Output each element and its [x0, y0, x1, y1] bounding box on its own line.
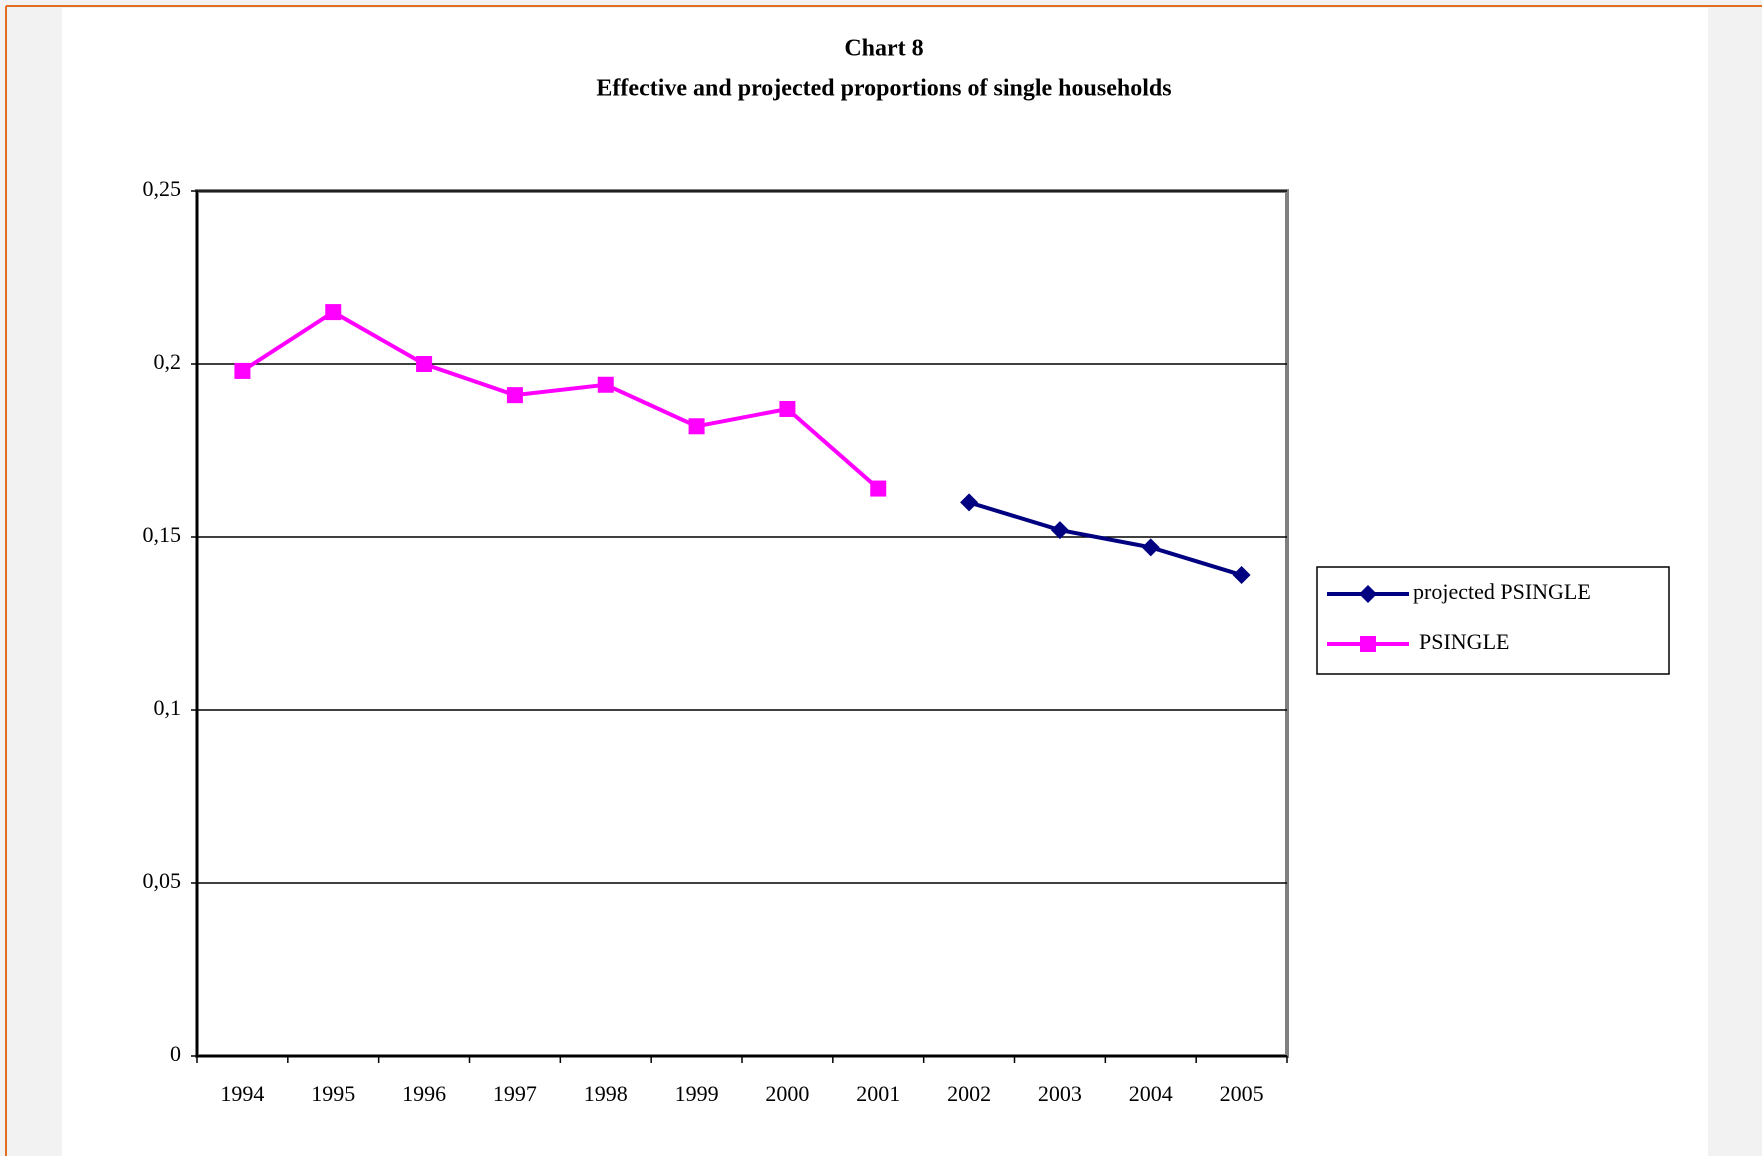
- x-tick-label: 1999: [675, 1081, 719, 1106]
- legend-box: [1316, 566, 1670, 675]
- y-tick-label: 0,15: [143, 522, 182, 547]
- x-tick-label: 2003: [1038, 1081, 1082, 1106]
- y-tick-label: 0,2: [154, 349, 182, 374]
- data-point: [870, 480, 887, 497]
- x-tick-label: 2000: [765, 1081, 809, 1106]
- x-tick-label: 2001: [856, 1081, 900, 1106]
- data-point: [688, 418, 705, 435]
- y-tick-label: 0: [170, 1041, 181, 1066]
- data-point: [325, 304, 342, 321]
- x-tick-label: 2005: [1220, 1081, 1264, 1106]
- y-tick-label: 0,1: [154, 695, 182, 720]
- x-tick-label: 1996: [402, 1081, 446, 1106]
- legend-label: projected PSINGLE: [1413, 579, 1591, 604]
- x-tick-label: 1998: [584, 1081, 628, 1106]
- data-point: [597, 376, 614, 393]
- legend-marker: [1359, 585, 1377, 603]
- data-point: [1141, 538, 1160, 557]
- data-point: [960, 493, 979, 512]
- data-point: [1232, 566, 1251, 585]
- x-tick-label: 2002: [947, 1081, 991, 1106]
- y-tick-label: 0,25: [143, 176, 182, 201]
- x-tick-label: 1997: [493, 1081, 537, 1106]
- chart-subtitle: Effective and projected proportions of s…: [596, 76, 1171, 102]
- data-point: [1050, 521, 1069, 540]
- chart-title: Chart 8: [844, 36, 923, 62]
- data-point: [506, 387, 523, 404]
- series-line: [968, 500, 1243, 577]
- x-tick-label: 2004: [1129, 1081, 1173, 1106]
- series-line: [241, 309, 880, 491]
- y-tick-label: 0,05: [143, 868, 182, 893]
- data-point: [234, 362, 251, 379]
- legend-label: PSINGLE: [1419, 629, 1509, 654]
- x-tick-label: 1994: [220, 1081, 264, 1106]
- plot-area: [195, 189, 1289, 1058]
- data-point: [779, 400, 796, 417]
- data-point: [416, 356, 433, 372]
- legend-marker: [1360, 636, 1376, 652]
- x-tick-label: 1995: [311, 1081, 355, 1106]
